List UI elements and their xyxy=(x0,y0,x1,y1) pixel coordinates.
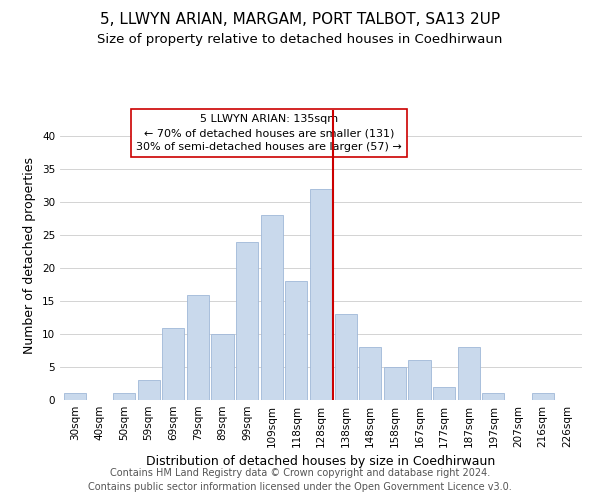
Text: Contains public sector information licensed under the Open Government Licence v3: Contains public sector information licen… xyxy=(88,482,512,492)
Bar xyxy=(359,348,382,400)
Bar xyxy=(137,380,160,400)
X-axis label: Distribution of detached houses by size in Coedhirwaun: Distribution of detached houses by size … xyxy=(146,456,496,468)
Bar xyxy=(310,189,332,400)
Bar xyxy=(384,367,406,400)
Y-axis label: Number of detached properties: Number of detached properties xyxy=(23,156,37,354)
Text: Contains HM Land Registry data © Crown copyright and database right 2024.: Contains HM Land Registry data © Crown c… xyxy=(110,468,490,477)
Bar xyxy=(162,328,184,400)
Bar xyxy=(409,360,431,400)
Bar xyxy=(285,282,307,400)
Bar xyxy=(482,394,505,400)
Bar xyxy=(64,394,86,400)
Bar xyxy=(211,334,233,400)
Bar xyxy=(187,294,209,400)
Bar xyxy=(236,242,258,400)
Bar xyxy=(260,216,283,400)
Bar xyxy=(532,394,554,400)
Bar xyxy=(433,387,455,400)
Text: 5 LLWYN ARIAN: 135sqm
← 70% of detached houses are smaller (131)
30% of semi-det: 5 LLWYN ARIAN: 135sqm ← 70% of detached … xyxy=(136,114,401,152)
Text: 5, LLWYN ARIAN, MARGAM, PORT TALBOT, SA13 2UP: 5, LLWYN ARIAN, MARGAM, PORT TALBOT, SA1… xyxy=(100,12,500,28)
Bar xyxy=(113,394,135,400)
Bar xyxy=(458,348,480,400)
Text: Size of property relative to detached houses in Coedhirwaun: Size of property relative to detached ho… xyxy=(97,32,503,46)
Bar xyxy=(335,314,357,400)
